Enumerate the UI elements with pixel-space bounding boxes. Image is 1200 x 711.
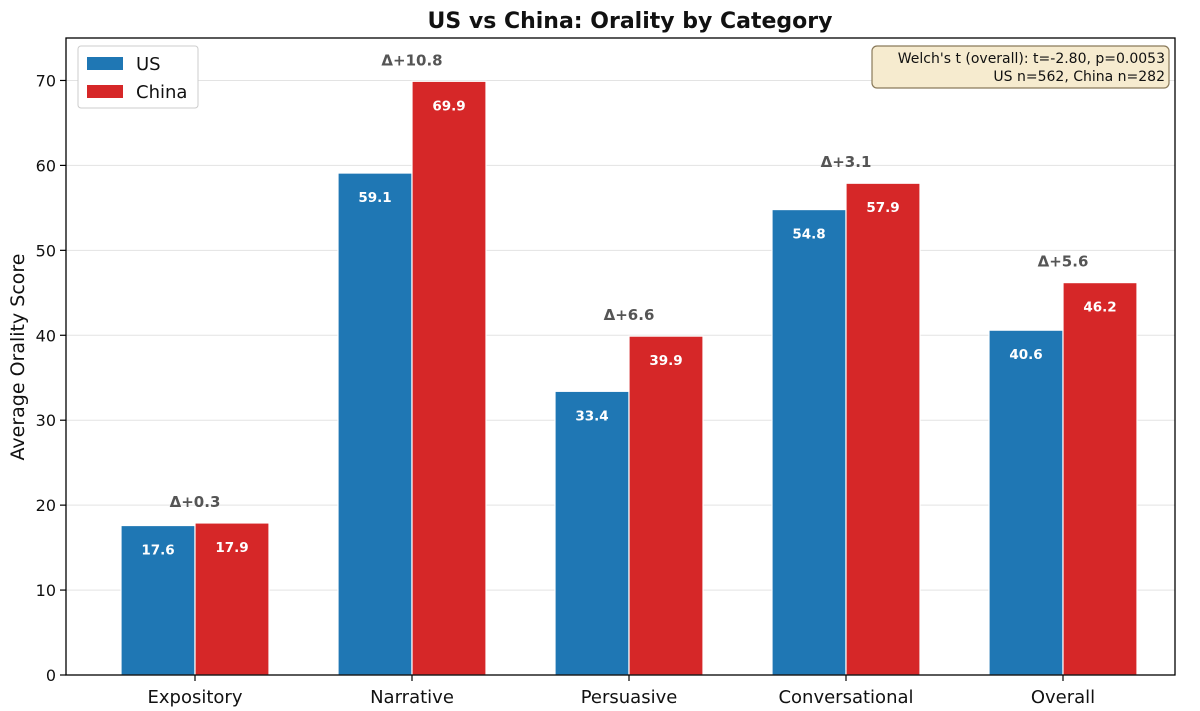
annotation-box — [871, 45, 1170, 89]
delta-label: Δ+10.8 — [381, 51, 442, 69]
y-tick-label: 60 — [36, 156, 56, 175]
y-axis-label: Average Orality Score — [7, 254, 29, 461]
x-tick-label: Overall — [1031, 687, 1095, 708]
value-label-china: 17.9 — [215, 540, 248, 556]
x-tick-label: Narrative — [370, 687, 454, 708]
y-tick-label: 50 — [36, 241, 56, 260]
value-label-us: 33.4 — [575, 408, 608, 424]
value-label-china: 46.2 — [1083, 300, 1116, 316]
bar-china — [411, 80, 487, 676]
x-tick-label: Conversational — [778, 687, 913, 708]
value-label-china: 39.9 — [649, 353, 682, 369]
delta-label: Δ+6.6 — [604, 306, 655, 324]
value-label-us: 17.6 — [141, 543, 174, 559]
delta-label: Δ+5.6 — [1038, 253, 1089, 271]
x-tick-label: Expository — [148, 687, 243, 708]
value-label-us: 54.8 — [792, 227, 825, 243]
bar-china — [628, 335, 704, 676]
value-label-us: 59.1 — [358, 190, 391, 206]
annotation-line-1: Welch's t (overall): t=-2.80, p=0.0053 — [898, 51, 1165, 67]
delta-label: Δ+0.3 — [170, 493, 221, 511]
plot-frame — [65, 37, 1176, 676]
value-label-china: 69.9 — [432, 98, 465, 114]
y-tick-label: 30 — [36, 411, 56, 430]
labels-group: 17.6 17.9 Δ+0.3 59.1 69.9 Δ+10.8 33.4 39.9 Δ+6.6… — [141, 51, 1116, 558]
value-label-us: 40.6 — [1009, 347, 1042, 363]
bars-group — [120, 80, 1138, 676]
bar-us — [988, 329, 1064, 676]
bar-us — [120, 524, 196, 676]
y-tick-label: 70 — [36, 71, 56, 90]
delta-label: Δ+3.1 — [821, 153, 872, 171]
legend: US China — [77, 45, 199, 109]
legend-swatch-china — [87, 85, 123, 98]
bar-us — [771, 208, 847, 676]
annotation-line-2: US n=562, China n=282 — [993, 69, 1165, 85]
chart-title: US vs China: Orality by Category — [427, 9, 832, 34]
bar-us — [554, 390, 630, 676]
stats-annotation: Welch's t (overall): t=-2.80, p=0.0053 U… — [871, 45, 1170, 89]
y-tick-label: 40 — [36, 326, 56, 345]
legend-label-china: China — [136, 82, 187, 103]
y-tick-label: 20 — [36, 496, 56, 515]
value-label-china: 57.9 — [866, 200, 899, 216]
x-axis-ticks: Expository Narrative Persuasive Conversatio… — [148, 675, 1095, 708]
y-tick-label: 10 — [36, 581, 56, 600]
bar-us — [337, 172, 413, 676]
y-tick-label: 0 — [46, 666, 56, 685]
bar-china — [194, 522, 270, 676]
y-axis-ticks: 0 10 20 30 40 50 60 70 — [36, 71, 66, 685]
x-tick-label: Persuasive — [581, 687, 678, 708]
legend-label-us: US — [136, 54, 161, 75]
bar-china — [845, 182, 921, 676]
bar-china — [1062, 282, 1138, 676]
legend-swatch-us — [87, 57, 123, 70]
